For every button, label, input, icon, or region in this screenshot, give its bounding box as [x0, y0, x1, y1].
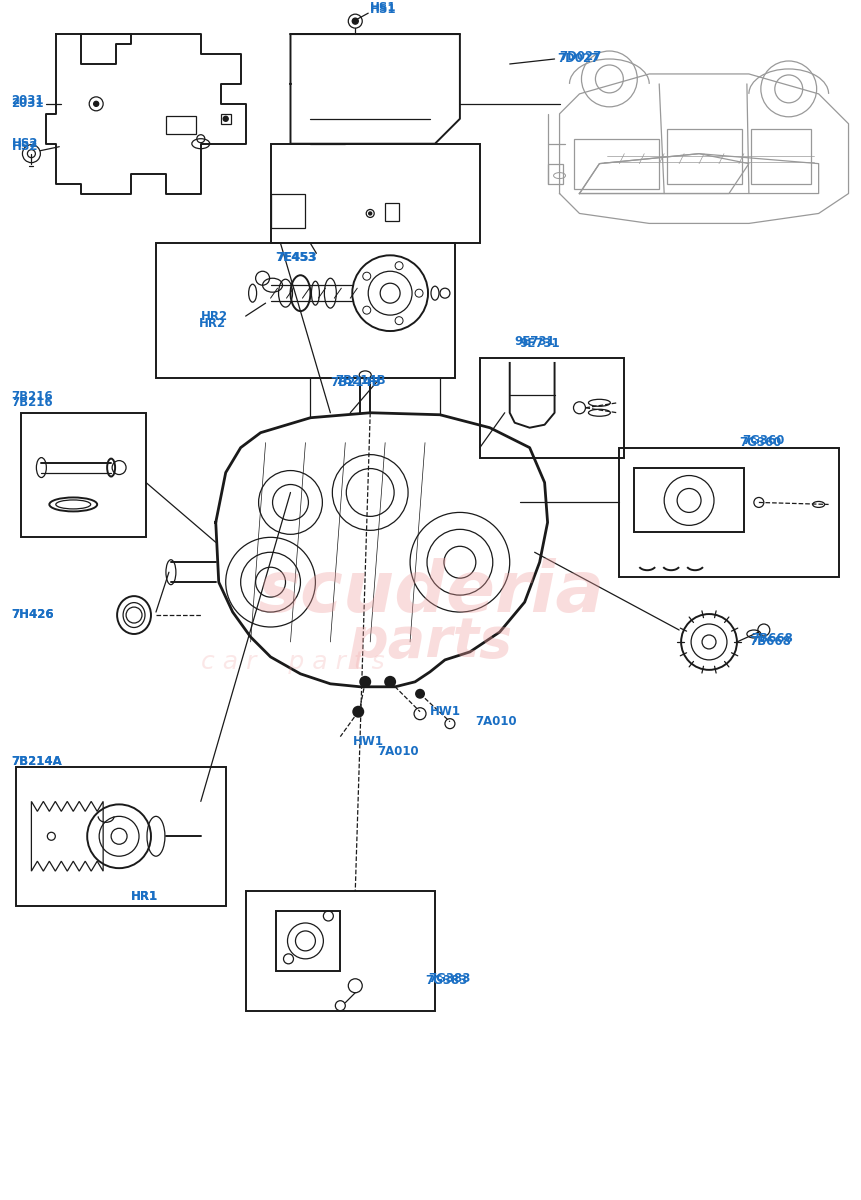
Text: 7B668: 7B668	[748, 636, 790, 648]
Text: HR2: HR2	[201, 310, 227, 323]
Text: HW1: HW1	[430, 706, 461, 719]
Text: 7B214A: 7B214A	[11, 755, 62, 768]
Circle shape	[359, 676, 371, 688]
Text: HS1: HS1	[369, 2, 396, 16]
Text: 7G383: 7G383	[428, 972, 470, 985]
Text: 7A010: 7A010	[377, 745, 418, 758]
Text: 7B214A: 7B214A	[11, 755, 62, 768]
Text: 7H426: 7H426	[11, 607, 54, 620]
Text: 7B216: 7B216	[11, 396, 53, 409]
Text: HS1: HS1	[369, 1, 396, 13]
Circle shape	[94, 101, 98, 107]
Text: 7H426: 7H426	[11, 607, 54, 620]
Bar	[22, 413, 146, 538]
Bar	[165, 115, 195, 133]
Bar	[156, 244, 455, 378]
Text: 7A010: 7A010	[474, 715, 516, 728]
Bar	[618, 448, 838, 577]
Bar	[16, 767, 226, 906]
Bar	[480, 358, 623, 457]
Text: 7G383: 7G383	[424, 974, 467, 988]
Text: 7G360: 7G360	[741, 434, 784, 448]
Circle shape	[223, 116, 228, 121]
Bar	[666, 128, 741, 184]
Circle shape	[415, 689, 424, 698]
Text: 7D027: 7D027	[559, 49, 601, 62]
Bar	[220, 114, 231, 124]
Text: 9E731: 9E731	[514, 335, 554, 348]
Text: HW1: HW1	[353, 736, 384, 748]
Text: 7B668: 7B668	[750, 632, 792, 646]
Text: 7B214B: 7B214B	[335, 374, 386, 388]
Text: 7G360: 7G360	[738, 436, 780, 449]
Circle shape	[352, 18, 358, 24]
Text: 9E731: 9E731	[519, 336, 560, 349]
Text: 2031: 2031	[11, 95, 44, 107]
Text: HR1: HR1	[131, 889, 158, 902]
Text: 7E453: 7E453	[276, 251, 316, 264]
Text: 7E453: 7E453	[276, 251, 317, 264]
Text: 7B216: 7B216	[11, 390, 53, 403]
Bar	[750, 128, 809, 184]
Bar	[385, 204, 399, 222]
Bar	[270, 144, 480, 244]
Text: scuderia: scuderia	[257, 558, 604, 626]
Circle shape	[352, 706, 364, 718]
Text: HR2: HR2	[199, 317, 226, 330]
Text: 7B214B: 7B214B	[330, 377, 381, 389]
Text: 7D027: 7D027	[557, 53, 599, 66]
Bar	[634, 468, 743, 533]
Text: HR1: HR1	[131, 889, 158, 902]
Circle shape	[384, 676, 396, 688]
Bar	[573, 139, 659, 188]
Text: 2031: 2031	[11, 97, 44, 110]
Bar	[245, 892, 435, 1010]
Bar	[547, 163, 562, 184]
Text: c a r    p a r t s: c a r p a r t s	[201, 650, 384, 674]
Circle shape	[369, 212, 371, 215]
Text: HS2: HS2	[11, 140, 38, 154]
Bar	[270, 193, 305, 228]
Text: parts: parts	[349, 614, 512, 668]
Bar	[276, 911, 340, 971]
Text: HS2: HS2	[11, 137, 38, 150]
